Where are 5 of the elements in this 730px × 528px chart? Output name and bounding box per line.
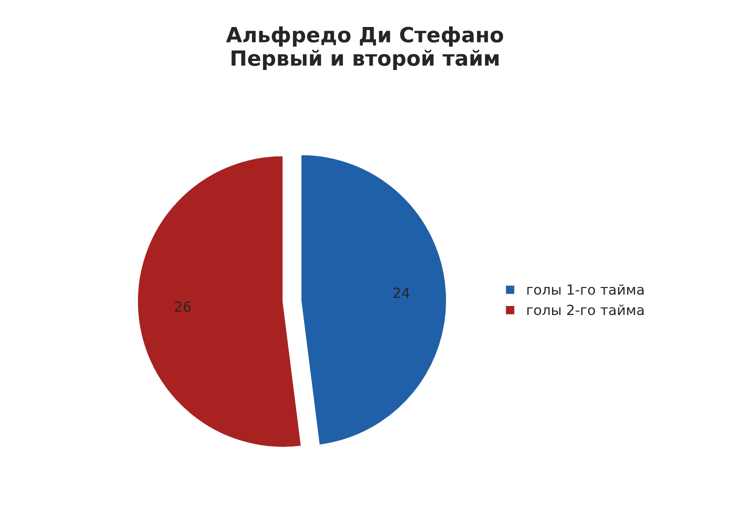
data-label: 24 <box>393 288 410 298</box>
legend-label: голы 2-го тайма <box>527 304 644 316</box>
data-label: 26 <box>174 301 191 312</box>
legend-label: голы 1-го тайма <box>527 284 644 295</box>
chart-title: Альфредо Ди Стефано Первый и второй тайм <box>226 26 504 70</box>
